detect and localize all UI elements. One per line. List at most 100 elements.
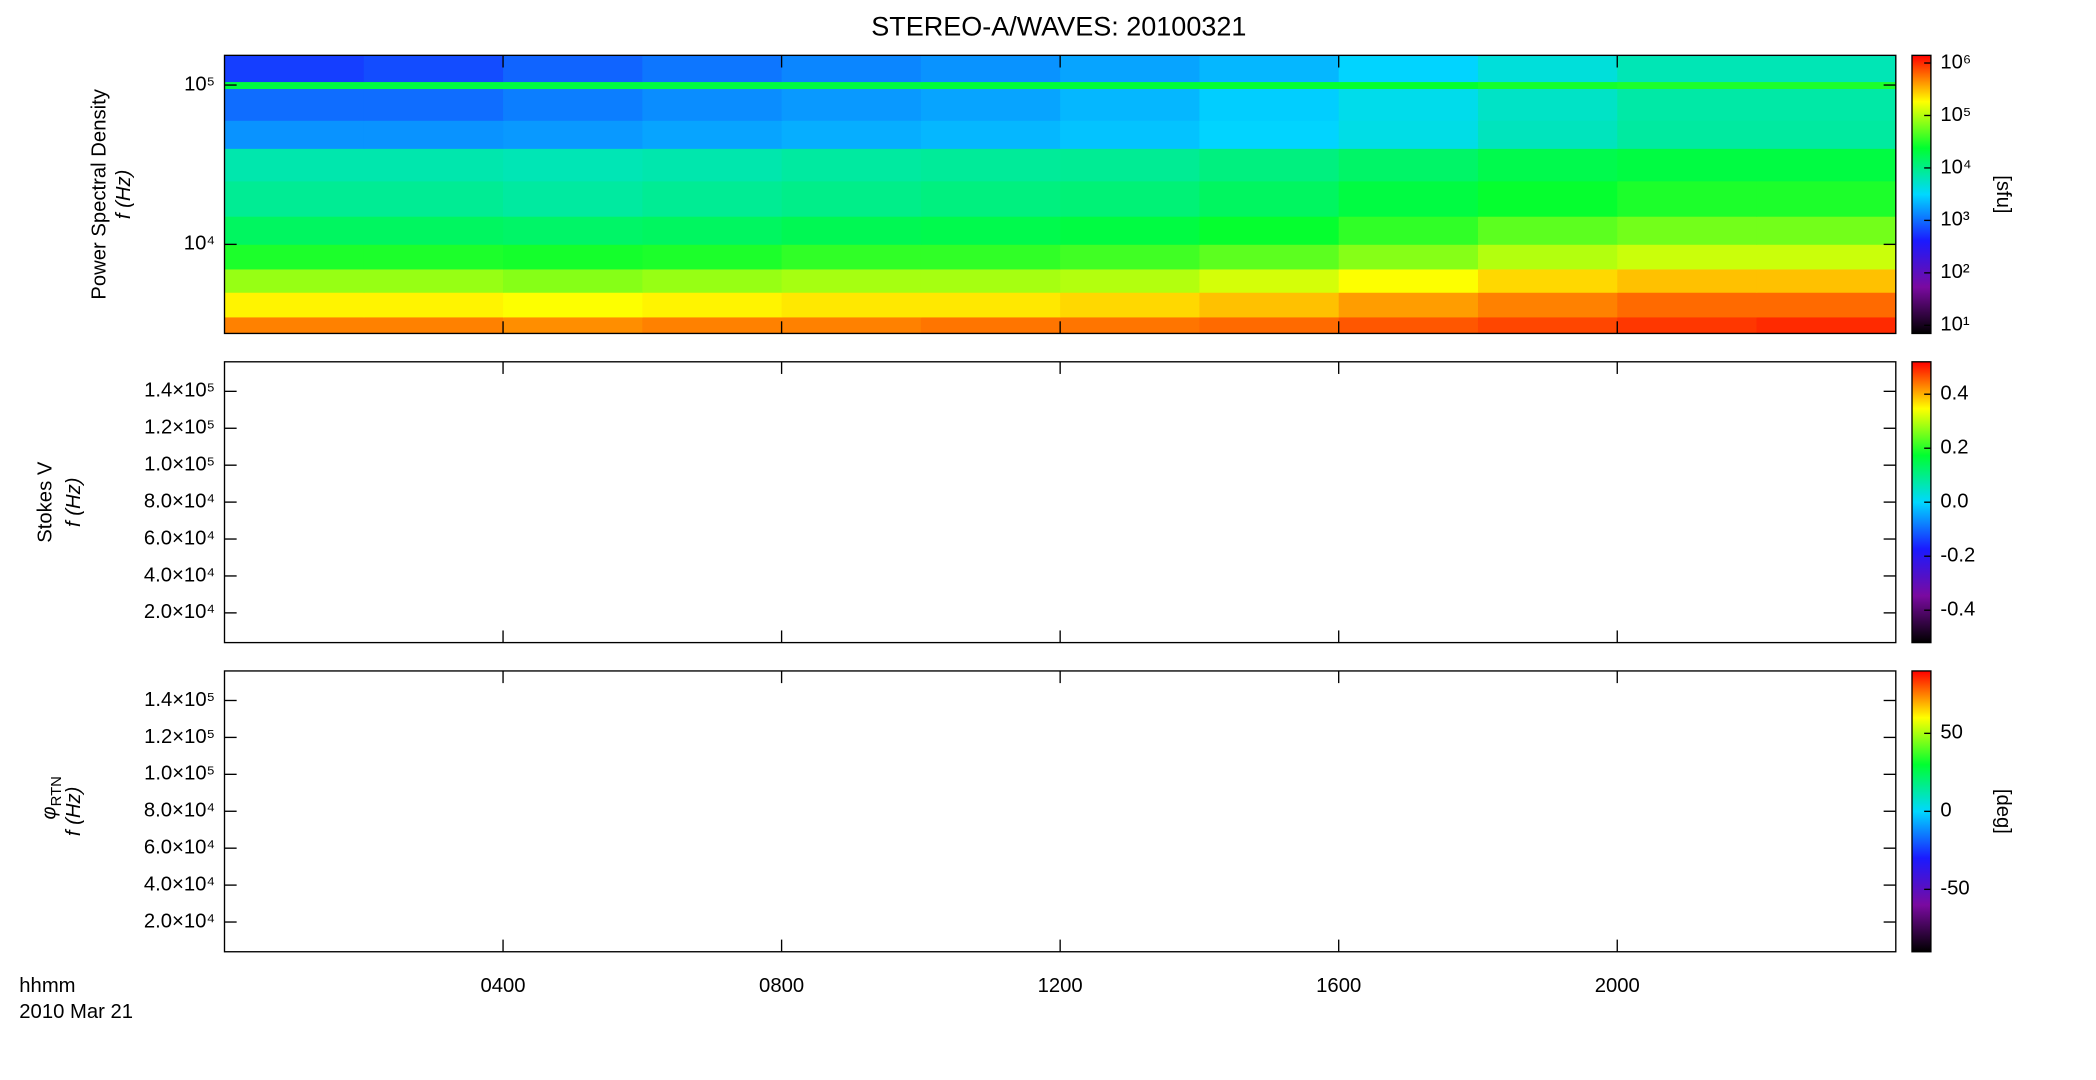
heatmap-cell [1756, 292, 1897, 318]
heatmap-cell [642, 269, 783, 293]
heatmap-cell [642, 180, 783, 217]
y-tick-label: 8.0×10⁴ [144, 490, 215, 512]
heatmap-cell [363, 180, 504, 217]
heatmap-cell [1338, 81, 1479, 90]
heatmap-cell [224, 269, 365, 293]
heatmap-cell [1060, 317, 1201, 334]
heatmap-cell [920, 244, 1061, 270]
heatmap-cell [1338, 180, 1479, 217]
heatmap-cell [224, 148, 365, 182]
y-tick-label: 1.4×10⁵ [144, 380, 215, 402]
heatmap-cell [1756, 120, 1897, 149]
heatmap-cell [1756, 81, 1897, 90]
heatmap-cell [363, 216, 504, 245]
y-tick-label: 2.0×10⁴ [144, 910, 215, 932]
colorbar-tick-label: 0 [1940, 800, 1951, 822]
heatmap-cell [781, 55, 922, 83]
heatmap-cell [920, 120, 1061, 149]
y-tick-label: 1.0×10⁵ [144, 454, 215, 476]
y-tick-label: 6.0×10⁴ [144, 837, 215, 859]
heatmap-cell [363, 55, 504, 83]
y-axis-label: φRTN [39, 776, 65, 819]
plot-frame [223, 670, 1897, 953]
heatmap-cell [363, 317, 504, 334]
heatmap-cell [224, 120, 365, 149]
heatmap-cell [1477, 180, 1618, 217]
y-tick-label: 6.0×10⁴ [144, 527, 215, 549]
heatmap-cell [1199, 88, 1340, 121]
heatmap-cell [920, 317, 1061, 334]
colorbar-tick-label: 10⁶ [1940, 51, 1971, 73]
y-tick-label: 1.2×10⁵ [144, 417, 215, 439]
heatmap-cell [1617, 88, 1758, 121]
heatmap-cell [781, 292, 922, 318]
heatmap-cell [642, 244, 783, 270]
heatmap-cell [781, 269, 922, 293]
heatmap-cell [1338, 148, 1479, 182]
heatmap-cell [363, 81, 504, 90]
colorbar-tick-label: -0.4 [1940, 599, 1975, 621]
y-tick-label: 10⁴ [184, 233, 215, 255]
heatmap-cell [642, 120, 783, 149]
x-tick-label: 2000 [1595, 975, 1640, 997]
y-axis-label: f (Hz) [63, 787, 85, 836]
heatmap-cell [1477, 88, 1618, 121]
heatmap-cell [1338, 244, 1479, 270]
y-tick-label: 1.2×10⁵ [144, 726, 215, 748]
y-axis-symbol: φ [39, 806, 61, 819]
colorbar-tick-label: 10⁵ [1940, 104, 1971, 126]
heatmap-cell [224, 55, 365, 83]
heatmap-cell [503, 148, 643, 182]
heatmap-cell [1617, 216, 1758, 245]
y-axis-label: Power Spectral Density [89, 88, 111, 299]
x-tick-label: 1600 [1316, 975, 1361, 997]
heatmap-cell [1477, 55, 1618, 83]
colorbar-tick-label: 0.2 [1940, 437, 1968, 459]
title: STEREO-A/WAVES: 20100321 [871, 11, 1246, 41]
heatmap-cell [781, 317, 922, 334]
heatmap-cell [1060, 120, 1201, 149]
heatmap-cell [503, 81, 643, 90]
heatmap-cell [781, 180, 922, 217]
colorbar [1911, 54, 1932, 335]
heatmap-cell [1060, 88, 1201, 121]
heatmap-cell [1338, 269, 1479, 293]
heatmap-cell [224, 244, 365, 270]
heatmap-cell [920, 269, 1061, 293]
heatmap-cell [224, 292, 365, 318]
colorbar-tick-label: -0.2 [1940, 545, 1975, 567]
heatmap-cell [1617, 244, 1758, 270]
plot-frame [223, 361, 1897, 644]
heatmap-cell [1477, 269, 1618, 293]
heatmap-cell [1060, 148, 1201, 182]
heatmap-cell [1477, 148, 1618, 182]
heatmap-cell [1617, 81, 1758, 90]
heatmap-cell [642, 148, 783, 182]
heatmap-cell [642, 88, 783, 121]
heatmap-cell [781, 244, 922, 270]
heatmap-cell [781, 81, 922, 90]
heatmap-cell [224, 81, 365, 90]
time-unit-label: hhmm [19, 975, 75, 997]
heatmap-cell [224, 180, 365, 217]
heatmap-cell [1338, 88, 1479, 121]
colorbar-tick-label: 0.0 [1940, 491, 1968, 513]
heatmap-cell [1199, 180, 1340, 217]
heatmap-cell [1338, 55, 1479, 83]
heatmap-cell [920, 88, 1061, 121]
y-axis-label: Stokes V [35, 461, 57, 543]
colorbar-label: [sfu] [1992, 175, 2014, 213]
y-tick-label: 1.4×10⁵ [144, 689, 215, 711]
heatmap-cell [1756, 55, 1897, 83]
heatmap-cell [1756, 180, 1897, 217]
heatmap-cell [1338, 216, 1479, 245]
heatmap-cell [920, 216, 1061, 245]
heatmap-cell [503, 317, 643, 334]
heatmap-cell [1199, 244, 1340, 270]
heatmap-cell [1060, 269, 1201, 293]
heatmap-cell [1199, 216, 1340, 245]
heatmap-cell [1617, 317, 1758, 334]
heatmap-cell [781, 216, 922, 245]
heatmap-cell [1477, 292, 1618, 318]
